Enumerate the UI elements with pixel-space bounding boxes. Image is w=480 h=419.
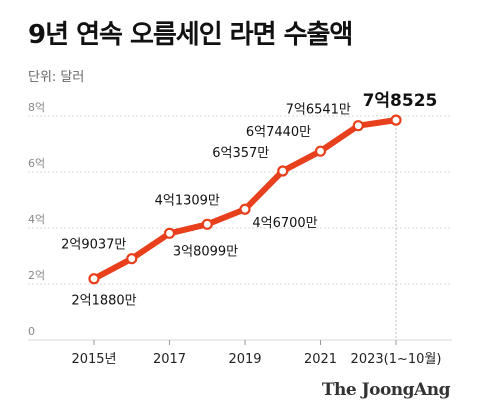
data-label: 3억8099만 <box>173 244 238 259</box>
data-label: 6억357만 <box>212 146 269 161</box>
data-label: 7억6541만 <box>286 103 351 118</box>
y-tick-label: 4억 <box>28 213 45 226</box>
chart-title: 9년 연속 오름세인 라면 수출액 <box>28 20 353 50</box>
data-point <box>239 203 251 215</box>
data-point <box>390 114 402 126</box>
data-label: 2억9037만 <box>61 238 126 253</box>
grid-layer <box>28 115 452 341</box>
y-tick-label: 0 <box>28 325 35 338</box>
data-point <box>88 273 100 285</box>
x-tick-label: 2021 <box>304 352 337 367</box>
data-point <box>163 227 176 239</box>
series-layer <box>88 114 402 285</box>
data-label: 4억6700만 <box>252 216 317 231</box>
data-label: 4억1309만 <box>155 193 220 208</box>
y-tick-label: 6억 <box>28 157 45 170</box>
data-point <box>352 120 364 132</box>
data-label: 6억7440만 <box>246 125 311 140</box>
x-tick-label: 2023(1~10월) <box>351 352 442 367</box>
data-point <box>277 165 289 177</box>
x-tick-label: 2017 <box>153 352 186 367</box>
data-point <box>314 145 327 157</box>
x-tick-label: 2015년 <box>71 352 116 367</box>
series-line <box>91 117 399 282</box>
y-tick-label: 2억 <box>28 269 45 282</box>
data-label-layer: 2억1880만 2억9037만 3억8099만 4억1309만 4억6700만 6억357… <box>61 91 437 309</box>
data-point <box>126 253 138 265</box>
unit-label: 단위: 달러 <box>28 70 85 85</box>
x-tick-label: 2019 <box>228 352 261 367</box>
data-label: 7억8525 <box>363 91 438 111</box>
data-label: 2억1880만 <box>71 294 136 309</box>
y-tick-label: 8억 <box>28 101 45 114</box>
data-point <box>201 218 213 230</box>
source-logo: The JoongAng <box>321 380 451 400</box>
axis-layer: 0 2억 4억 6억 8억 2015년 2017 2019 2021 2023(1~10월) <box>28 101 441 367</box>
